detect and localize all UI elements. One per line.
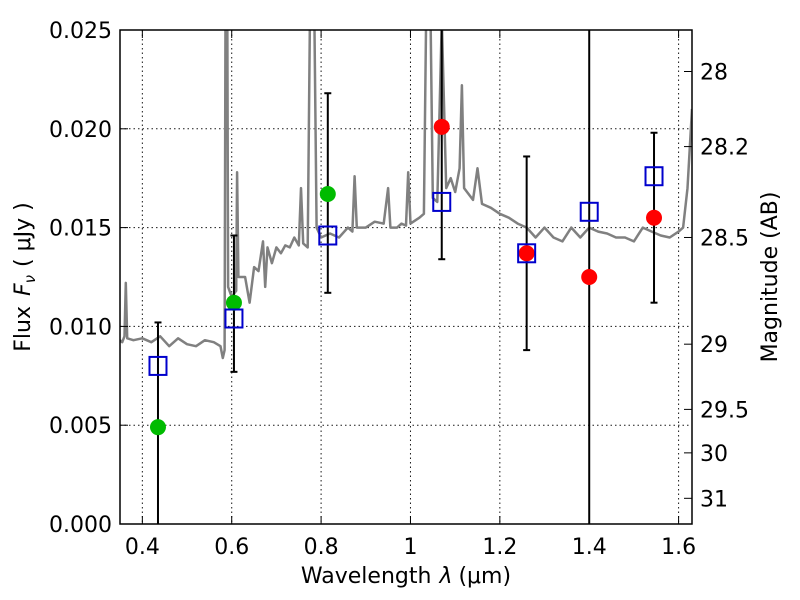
y-tick-label: 0.020 bbox=[49, 118, 112, 143]
x-tick-label: 0.4 bbox=[125, 535, 160, 560]
photometry-point bbox=[518, 245, 535, 262]
y2-tick-label: 29 bbox=[700, 333, 728, 358]
y-tick-label: 0.010 bbox=[49, 315, 112, 340]
model-flux-square bbox=[644, 166, 664, 187]
y-axis-label: FluxFν( μJy ) bbox=[11, 202, 39, 351]
axis-ticks: 0.4 0.6 0.8 1 1.2 1.4 1.6 0.000 0.005 0.010 0.015 0… bbox=[49, 19, 749, 560]
y-tick-label: 0.000 bbox=[49, 513, 112, 538]
model-flux-square bbox=[517, 243, 537, 264]
grid bbox=[120, 30, 692, 524]
y2-tick-label: 31 bbox=[700, 487, 728, 512]
x-tick-label: 1.6 bbox=[661, 535, 696, 560]
x-tick-label: 0.6 bbox=[214, 535, 249, 560]
photometry-point bbox=[225, 294, 242, 311]
x-tick-label: 0.8 bbox=[304, 535, 339, 560]
model-flux-square bbox=[432, 191, 452, 212]
x-tick-label: 1.2 bbox=[482, 535, 517, 560]
x-tick-label: 1 bbox=[403, 535, 417, 560]
plot-frame bbox=[119, 29, 693, 525]
y2-axis-label: Magnitude (AB) bbox=[758, 192, 783, 363]
photometry-point bbox=[581, 269, 598, 285]
y-tick-label: 0.015 bbox=[49, 217, 112, 242]
y2-tick-label: 30 bbox=[700, 442, 728, 467]
y2-tick-label: 29.5 bbox=[700, 398, 749, 423]
y2-tick-label: 28 bbox=[700, 60, 728, 85]
plot-area bbox=[120, 30, 692, 524]
model-flux-square bbox=[318, 225, 338, 246]
model-flux-square bbox=[224, 308, 244, 329]
x-tick-label: 1.4 bbox=[572, 535, 607, 560]
y-tick-label: 0.005 bbox=[49, 414, 112, 439]
photometry-point bbox=[319, 186, 336, 203]
model-spectrum-line bbox=[120, 30, 692, 360]
y2-tick-label: 28.2 bbox=[700, 136, 749, 161]
photometry-point bbox=[149, 419, 166, 436]
y2-tick-label: 28.5 bbox=[700, 226, 749, 251]
photometry-point bbox=[433, 118, 450, 135]
x-axis-label: Wavelength λ (μm) bbox=[301, 564, 511, 589]
y-tick-label: 0.025 bbox=[49, 19, 112, 44]
photometry-point bbox=[646, 209, 663, 226]
model-flux-square bbox=[579, 201, 599, 222]
model-flux-square bbox=[148, 355, 168, 376]
